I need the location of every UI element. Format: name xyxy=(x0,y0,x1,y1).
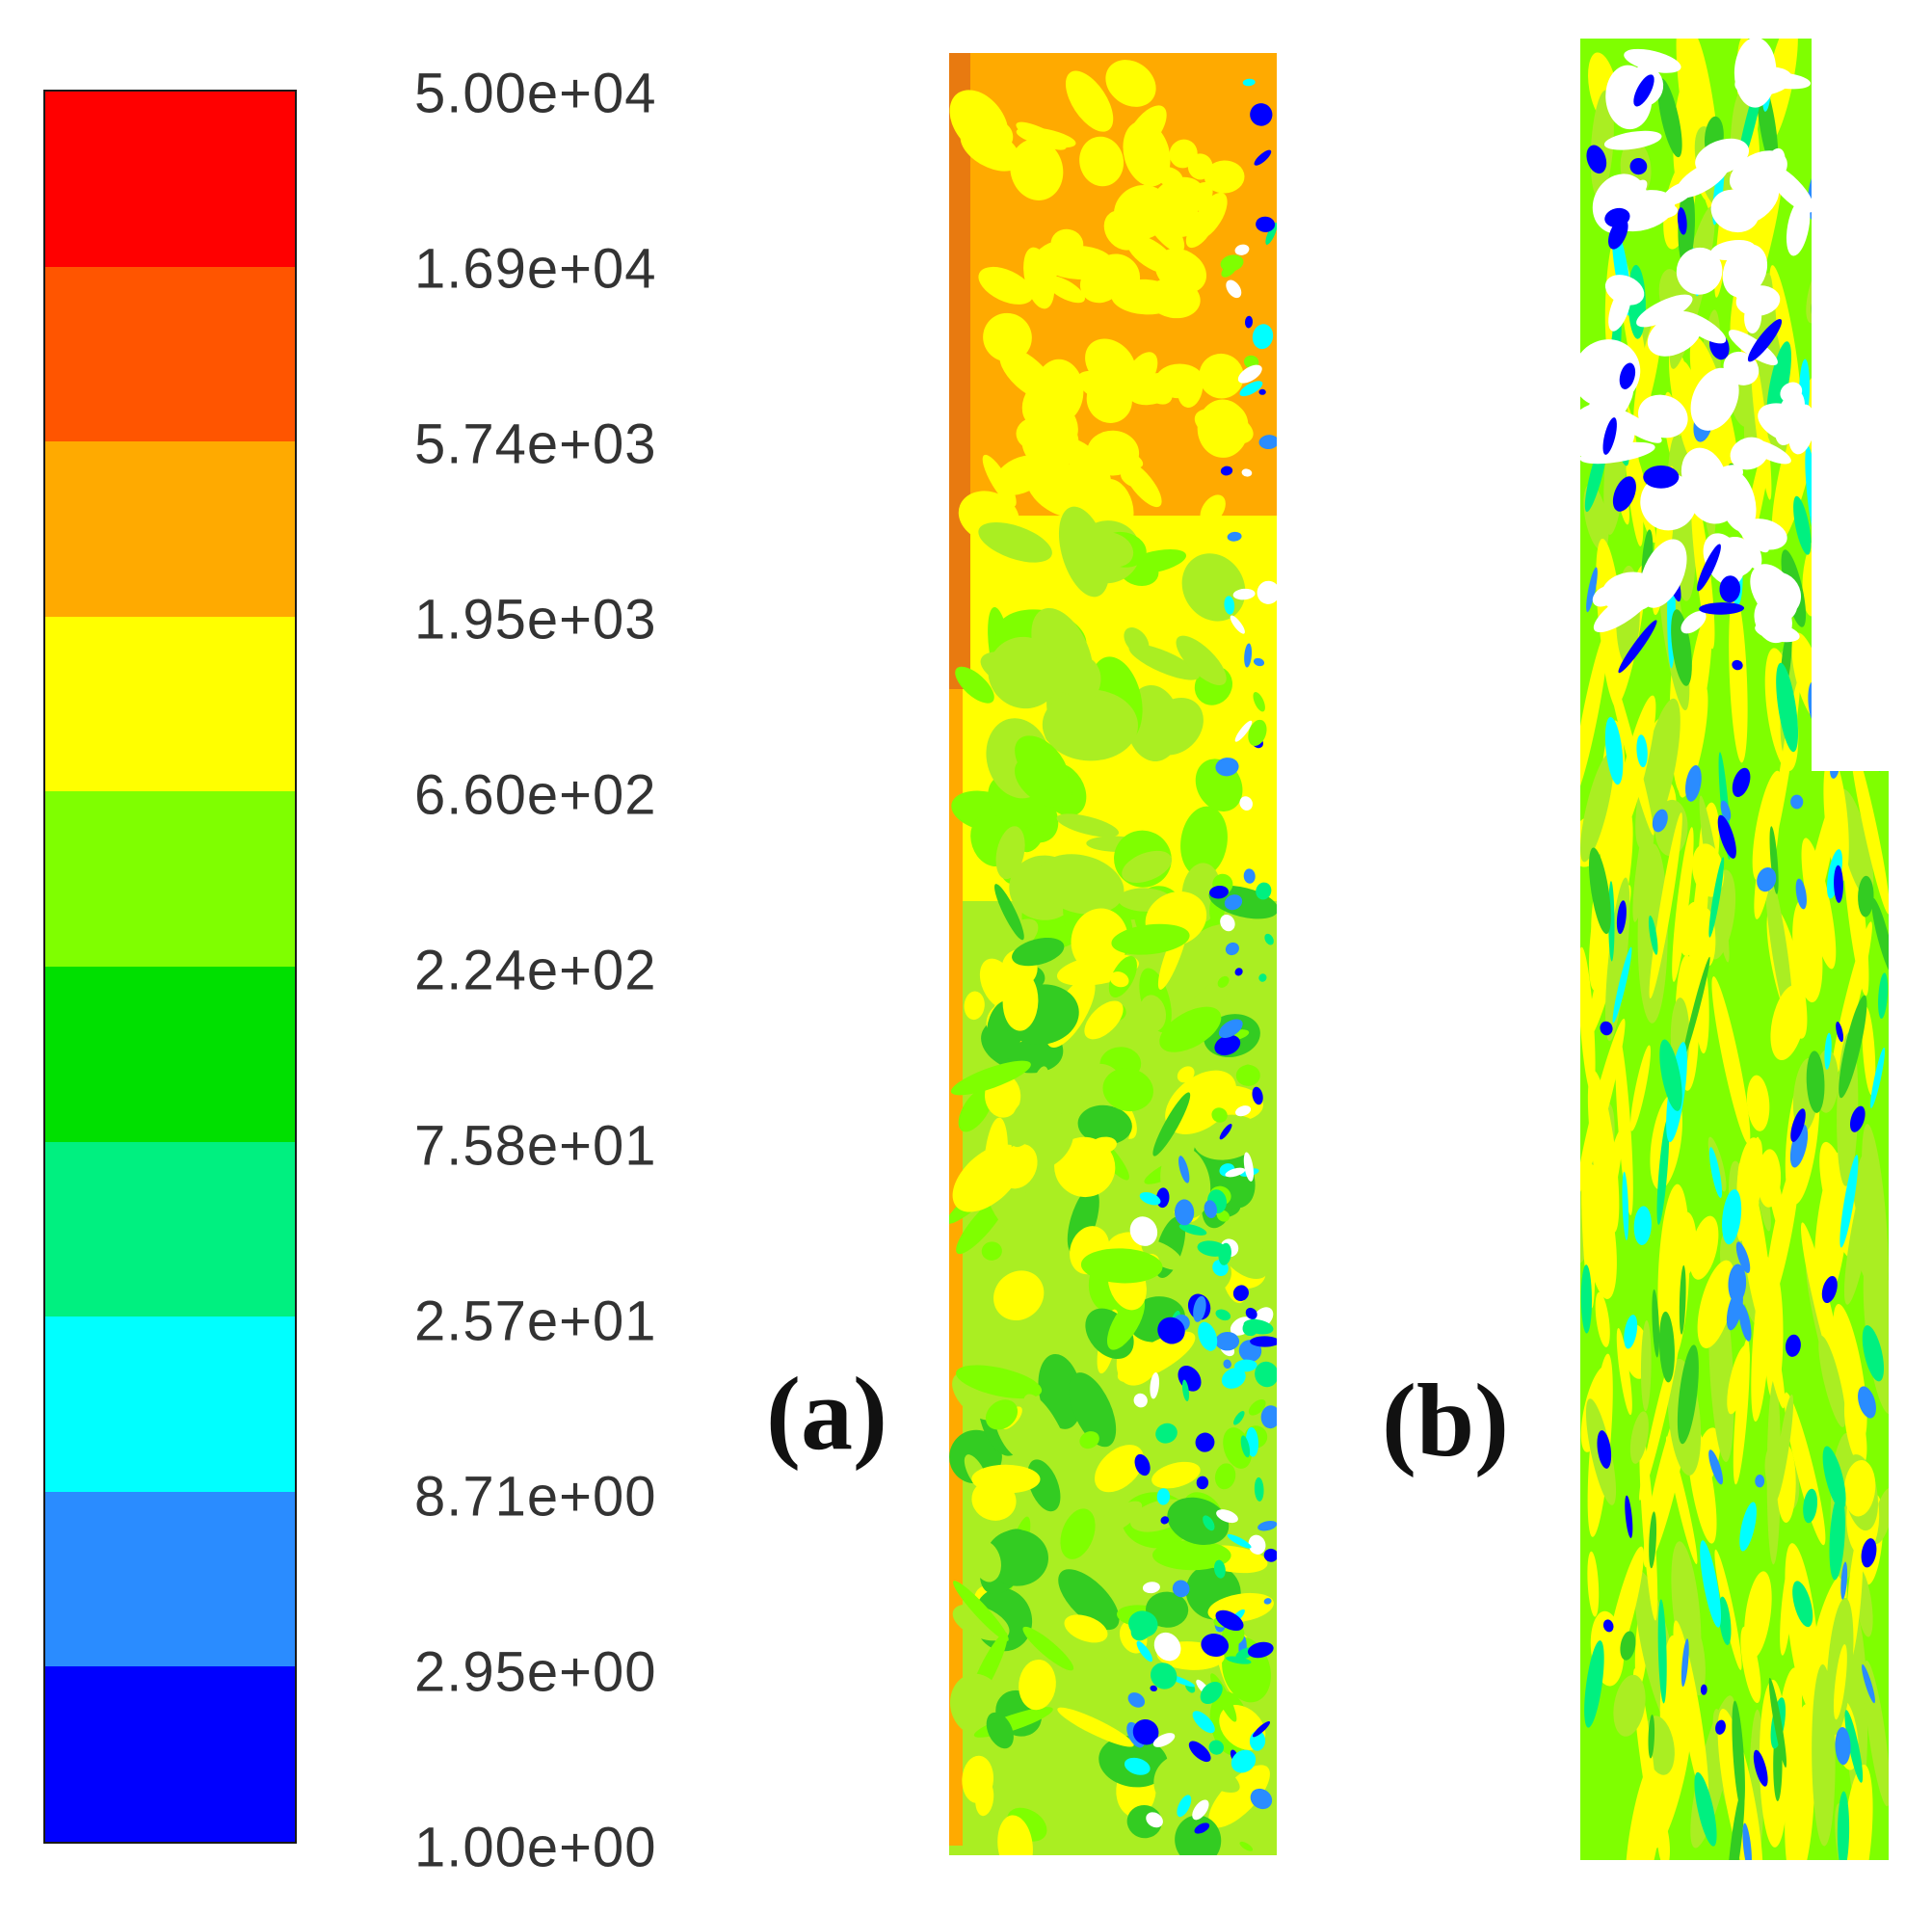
color-scale-bar xyxy=(43,90,297,1844)
tick-label: 1.69e+04 xyxy=(414,237,657,301)
color-band-6 xyxy=(45,1141,295,1317)
tick-label: 1.95e+03 xyxy=(414,588,657,652)
tick-label: 7.58e+01 xyxy=(414,1114,657,1178)
color-band-5 xyxy=(45,966,295,1142)
tick-label: 1.00e+00 xyxy=(414,1816,657,1879)
tick-label: 2.24e+02 xyxy=(414,939,657,1002)
tick-label: 5.74e+03 xyxy=(414,412,657,476)
panel-label-b: (b) xyxy=(1382,1364,1509,1478)
color-band-7 xyxy=(45,1317,295,1492)
color-band-9 xyxy=(45,1666,295,1842)
color-band-1 xyxy=(45,266,295,442)
color-band-8 xyxy=(45,1491,295,1667)
tick-label: 5.00e+04 xyxy=(414,62,657,125)
contour-panel-a xyxy=(949,53,1277,1855)
tick-label: 6.60e+02 xyxy=(414,763,657,827)
color-scale-tick-labels: 5.00e+04 1.69e+04 5.74e+03 1.95e+03 6.60e+02… xyxy=(414,0,732,1915)
color-band-4 xyxy=(45,791,295,967)
tick-label: 8.71e+00 xyxy=(414,1465,657,1529)
color-band-3 xyxy=(45,616,295,792)
contour-panel-b xyxy=(1580,39,1889,1860)
tick-label: 2.57e+01 xyxy=(414,1290,657,1353)
panel-label-a: (a) xyxy=(766,1357,887,1472)
tick-label: 2.95e+00 xyxy=(414,1640,657,1704)
color-band-0 xyxy=(45,92,295,267)
color-band-2 xyxy=(45,441,295,617)
